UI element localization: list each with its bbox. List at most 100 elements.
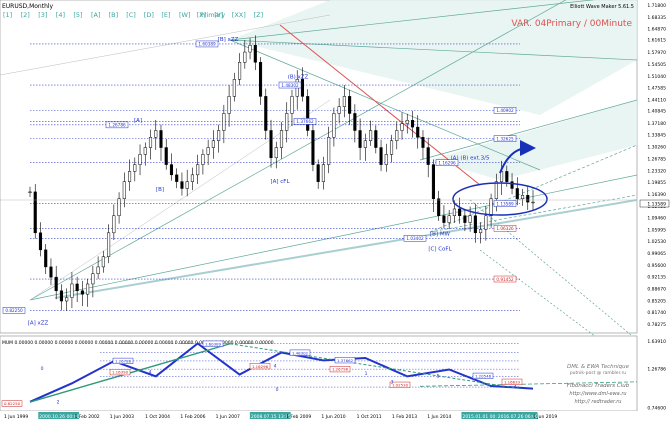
price-tag-box-1 xyxy=(105,121,129,129)
indicator-wave-digit-7: 5 xyxy=(437,373,440,379)
candle xyxy=(374,125,378,154)
toolbar-button-1[interactable]: [2] xyxy=(21,11,30,19)
wave-label-5: (B) xZZ xyxy=(288,74,309,80)
toolbar-button-0[interactable]: [1] xyxy=(3,11,12,19)
price-tick-19: 1.05995 xyxy=(647,227,666,233)
price-tick-9: 1.40845 xyxy=(647,109,666,115)
indicator-tag-box-6 xyxy=(329,366,351,373)
candle xyxy=(526,186,530,210)
indicator-wave-digit-1: 2 xyxy=(57,400,60,406)
price-tick-18: 1.09460 xyxy=(647,216,666,222)
red-trend-line xyxy=(279,24,481,186)
wave-label-1: [B] xZZ xyxy=(218,37,239,43)
toolbar-button-4[interactable]: [5] xyxy=(73,11,82,19)
price-tick-10: 1.37180 xyxy=(647,121,666,127)
wave-label-7: [B] MW xyxy=(430,231,451,237)
price-tick-12: 1.30260 xyxy=(647,145,666,151)
toolbar-button-7[interactable]: [C] xyxy=(126,11,136,19)
candle xyxy=(107,224,111,264)
time-tick-7: 2008.07.15 13:15 xyxy=(251,414,291,420)
candle xyxy=(421,130,425,160)
candle xyxy=(348,89,352,125)
price-tick-6: 1.51040 xyxy=(647,74,666,80)
projection-ellipse[interactable] xyxy=(452,182,548,216)
indicator-tag-10: 0.82250 xyxy=(4,401,21,406)
price-tick-21: 0.99065 xyxy=(647,251,666,257)
candle xyxy=(358,118,362,161)
candle xyxy=(369,120,373,146)
candle xyxy=(285,102,289,143)
price-tag-box-7 xyxy=(493,107,517,114)
indicator-series: 1.60389 1.26786 1.16390 1.48302 1.16296 1.376… xyxy=(1,339,666,412)
wave-labels: [A] xZZ [B] xZZ [A] [B] [A] cFL (B) xZZ (A) (B… xyxy=(2,37,517,326)
wave-label-3: [B] xyxy=(156,187,164,193)
indicator-tag-box-9 xyxy=(501,378,523,385)
candle xyxy=(353,104,357,143)
toolbar-button-8[interactable]: [D] xyxy=(144,11,154,19)
candle xyxy=(86,278,90,307)
channel-fill-lower xyxy=(430,100,637,180)
indicator-wave-digit-6: 1 xyxy=(365,371,368,377)
price-tick-4: 1.57970 xyxy=(647,50,666,56)
toolbar-button-6[interactable]: [B] xyxy=(109,11,119,19)
time-tick-8: 1 Feb 2009 xyxy=(286,414,311,420)
watermark-line3: Fibonacci Traders Club xyxy=(567,383,630,389)
toolbar-button-11[interactable]: [X] xyxy=(197,11,207,19)
toolbar-mode-label[interactable]: Primary xyxy=(200,11,225,19)
indicator-tag-box-5 xyxy=(334,357,356,364)
watermark-line5[interactable]: http:// redtrader.ru xyxy=(575,399,622,405)
watermark-line2: putnik-post @ rambler.ru xyxy=(570,370,626,376)
price-tag-6: 0.82250 xyxy=(5,308,23,313)
toolbar-button-2[interactable]: [3] xyxy=(38,11,47,19)
indicator-wave-digit-5: 3 xyxy=(391,379,394,385)
toolbar-button-5[interactable]: [A] xyxy=(91,11,101,19)
indicator-tag-6: 1.26796 xyxy=(332,367,349,372)
candle xyxy=(190,167,194,191)
candle xyxy=(96,256,100,279)
toolbar-button-12[interactable]: [Y] xyxy=(214,11,223,19)
toolbar-button-13[interactable]: [XX] xyxy=(232,11,246,19)
indicator-tag-1: 1.26786 xyxy=(115,359,132,364)
price-tag-box-5 xyxy=(403,235,427,242)
price-tick-26: 0.81740 xyxy=(647,310,666,316)
price-tick-25: 0.85205 xyxy=(647,298,666,304)
price-tick-24: 0.88670 xyxy=(647,286,666,292)
toolbar-button-3[interactable]: [4] xyxy=(56,11,65,19)
price-tag-box-4 xyxy=(435,159,459,166)
symbol-title: EURUSD,Monthly xyxy=(2,3,54,10)
candle xyxy=(148,129,153,160)
price-tick-3: 1.61615 xyxy=(647,38,666,44)
price-tag-5: 1.03402 xyxy=(406,236,424,241)
watermark-line4[interactable]: http://www.dml-ewa.ru xyxy=(569,391,626,397)
candle xyxy=(175,168,179,189)
toolbar-button-14[interactable]: [Z] xyxy=(254,11,264,19)
time-tick-4: 1 Oct 2004 xyxy=(145,414,170,420)
indicator-title: Elliott Wave Maker 5.61.5 xyxy=(570,4,634,10)
candle xyxy=(253,35,257,71)
candle xyxy=(489,193,493,228)
price-tick-27: 0.78275 xyxy=(647,322,666,328)
time-tick-13: 2015.01.01 00:00 xyxy=(462,414,502,420)
candle xyxy=(112,204,116,240)
time-tick-6: 1 Jun 2007 xyxy=(216,414,240,420)
candle xyxy=(75,276,79,303)
price-tag-box-0 xyxy=(195,40,219,48)
candle xyxy=(342,85,346,118)
candle xyxy=(337,98,341,124)
toolbar-button-9[interactable]: [E] xyxy=(161,11,170,19)
toolbar-button-10[interactable]: [W] xyxy=(179,11,191,19)
indicator-tag-box-8 xyxy=(472,372,494,379)
candle xyxy=(154,119,158,150)
candle xyxy=(143,142,147,166)
wave-label-4: [A] cFL xyxy=(270,179,290,185)
indicator-panel[interactable] xyxy=(0,335,638,412)
wave-label-0: [A] xZZ xyxy=(28,320,49,326)
current-price-tag xyxy=(639,199,670,208)
indicator-tick-1: 1.26786 xyxy=(647,367,666,373)
candle xyxy=(363,133,367,161)
indicator-tag-box-3 xyxy=(289,349,311,356)
candle xyxy=(159,124,163,161)
candle xyxy=(201,149,205,175)
price-tick-0: 1.71800 xyxy=(647,3,666,9)
